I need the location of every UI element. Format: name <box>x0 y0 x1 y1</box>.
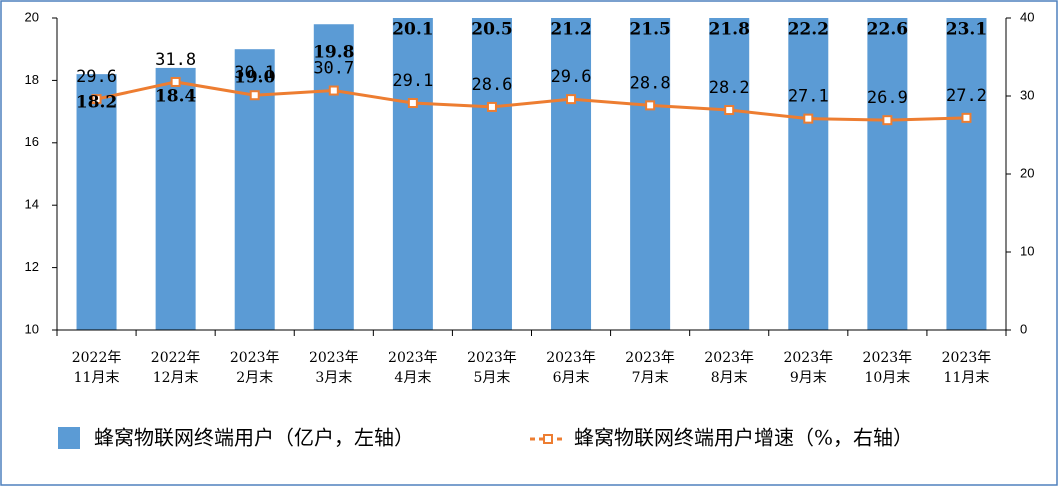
bar-label: 22.2 <box>788 20 829 40</box>
x-tick-label: 2023年 <box>388 350 438 366</box>
y-tick-label: 20 <box>25 9 39 24</box>
bar-label: 21.5 <box>629 20 670 40</box>
y2-tick-label: 40 <box>1020 9 1034 24</box>
x-tick-label: 2023年 <box>546 350 596 366</box>
y-tick-label: 10 <box>25 321 39 336</box>
line-label: 29.1 <box>392 71 433 91</box>
x-tick-label: 2023年 <box>783 350 833 366</box>
marker <box>407 98 418 109</box>
bar <box>155 67 196 330</box>
bar <box>471 18 512 330</box>
x-tick-label: 11月末 <box>944 370 990 386</box>
x-tick-label: 2023年 <box>467 350 517 366</box>
y2-tick-label: 10 <box>1020 243 1034 258</box>
bar <box>313 24 354 330</box>
bar-label: 23.1 <box>946 20 987 40</box>
bar <box>630 18 671 330</box>
line-label: 29.6 <box>551 67 592 87</box>
x-tick-label: 2023年 <box>704 350 754 366</box>
bar <box>946 18 987 330</box>
plot-area <box>76 18 987 330</box>
line-label: 27.2 <box>946 86 987 106</box>
bar <box>76 74 117 330</box>
x-tick-label: 9月末 <box>790 370 827 386</box>
marker <box>91 94 102 105</box>
bar <box>867 18 908 330</box>
bar-label: 22.6 <box>867 20 908 40</box>
legend-swatch <box>58 427 80 449</box>
line-label: 27.1 <box>788 87 829 107</box>
marker <box>961 112 972 123</box>
line <box>96 80 967 122</box>
marker <box>328 85 339 96</box>
legend-label: 蜂窝物联网终端用户增速（%，右轴） <box>574 426 913 450</box>
bar-label: 21.2 <box>550 20 591 40</box>
line-label: 30.7 <box>313 59 354 79</box>
x-tick-label: 2022年 <box>72 350 122 366</box>
bar-label: 19.8 <box>313 43 354 63</box>
bar-label: 19.0 <box>234 68 276 88</box>
line-label: 28.6 <box>471 75 512 95</box>
x-tick-label: 2022年 <box>151 350 201 366</box>
marker <box>170 76 181 87</box>
x-tick-label: 2023年 <box>863 350 913 366</box>
marker <box>566 94 577 105</box>
x-tick-label: 2023年 <box>625 350 675 366</box>
y-tick-label: 12 <box>25 259 39 274</box>
bar <box>709 18 750 330</box>
x-tick-label: 12月末 <box>153 370 199 386</box>
x-tick-label: 2023年 <box>942 350 992 366</box>
line-label: 31.8 <box>155 50 196 70</box>
x-tick-label: 2023年 <box>230 350 280 366</box>
bar <box>392 18 433 330</box>
bar-label: 21.8 <box>709 20 750 40</box>
y-tick-label: 18 <box>25 72 39 87</box>
line-label: 28.2 <box>709 78 750 98</box>
marker <box>249 90 260 101</box>
y-tick-label: 14 <box>25 197 39 212</box>
x-tick-label: 11月末 <box>74 370 120 386</box>
x-tick-label: 3月末 <box>315 370 352 386</box>
x-tick-label: 4月末 <box>394 370 431 386</box>
bar <box>788 18 829 330</box>
line-label: 29.6 <box>76 67 117 87</box>
y-tick-label: 16 <box>25 134 39 149</box>
bar-label: 18.2 <box>76 93 117 113</box>
marker <box>803 113 814 124</box>
x-tick-label: 8月末 <box>711 370 748 386</box>
line-label: 26.9 <box>867 88 908 108</box>
bar <box>551 18 592 330</box>
x-tick-label: 7月末 <box>632 370 669 386</box>
bar-label: 18.4 <box>155 86 197 106</box>
x-tick-label: 2023年 <box>309 350 359 366</box>
line-label: 28.8 <box>630 73 671 93</box>
bar-label: 20.1 <box>392 20 433 40</box>
marker <box>882 115 893 126</box>
y2-tick-label: 30 <box>1020 87 1034 102</box>
marker <box>724 105 735 116</box>
bar-label: 20.5 <box>471 20 512 40</box>
y2-tick-label: 0 <box>1020 321 1027 336</box>
legend-label: 蜂窝物联网终端用户（亿户，左轴） <box>94 426 414 450</box>
x-tick-label: 6月末 <box>553 370 590 386</box>
legend-marker <box>543 434 553 444</box>
x-tick-label: 10月末 <box>864 370 910 386</box>
x-tick-label: 5月末 <box>473 370 510 386</box>
marker <box>486 101 497 112</box>
x-tick-label: 2月末 <box>236 370 273 386</box>
marker <box>645 100 656 111</box>
y2-tick-label: 20 <box>1020 165 1034 180</box>
line-label: 30.1 <box>234 63 275 83</box>
